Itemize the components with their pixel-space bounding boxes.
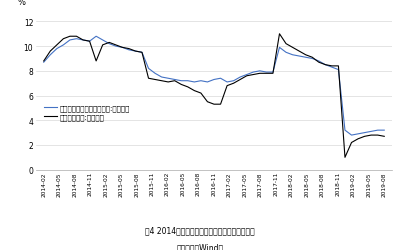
Line: 服装类零售额:累计同比: 服装类零售额:累计同比 (44, 34, 384, 158)
服装鞋帽针纺织品类零售额:累计同比 (140, 52, 144, 54)
服装鞋帽针纺织品类零售额:累计同比 (244, 74, 249, 77)
服装鞋帽针纺织品类零售额:累计同比 (270, 71, 275, 74)
服装类零售额:累计同比 (382, 135, 387, 138)
服装类零售额:累计同比 (342, 156, 347, 159)
服装类零售额:累计同比 (244, 75, 249, 78)
Legend: 服装鞋帽针纺织品类零售额:累计同比, 服装类零售额:累计同比: 服装鞋帽针纺织品类零售额:累计同比, 服装类零售额:累计同比 (43, 104, 132, 122)
服装鞋帽针纺织品类零售额:累计同比 (94, 36, 98, 38)
服装类零售额:累计同比 (258, 72, 262, 76)
服装类零售额:累计同比 (41, 60, 46, 63)
服装类零售额:累计同比 (310, 56, 315, 59)
Line: 服装鞋帽针纺织品类零售额:累计同比: 服装鞋帽针纺织品类零售额:累计同比 (44, 37, 384, 136)
服装类零售额:累计同比 (133, 50, 138, 53)
服装鞋帽针纺织品类零售额:累计同比 (349, 134, 354, 137)
服装类零售额:累计同比 (264, 72, 269, 76)
服装鞋帽针纺织品类零售额:累计同比 (41, 62, 46, 64)
服装类零售额:累计同比 (238, 79, 242, 82)
服装类零售额:累计同比 (277, 33, 282, 36)
Text: 图4 2014年以来纺织服装零售额累计同比增速。: 图4 2014年以来纺织服装零售额累计同比增速。 (145, 225, 255, 234)
服装鞋帽针纺织品类零售额:累计同比 (382, 129, 387, 132)
服装鞋帽针纺织品类零售额:累计同比 (264, 71, 269, 74)
服装鞋帽针纺织品类零售额:累计同比 (310, 58, 315, 61)
服装鞋帽针纺织品类零售额:累计同比 (251, 71, 256, 74)
Text: 数据来源：Wind。: 数据来源：Wind。 (176, 242, 224, 250)
Y-axis label: %: % (18, 0, 26, 7)
